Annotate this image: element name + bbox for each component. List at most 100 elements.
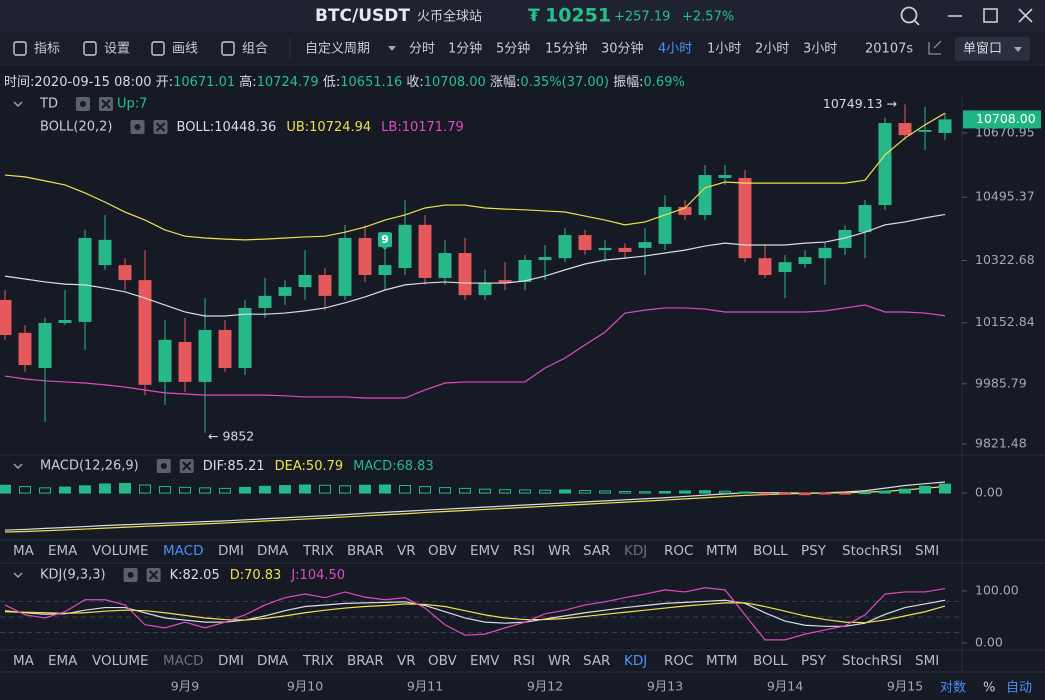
tool-icon xyxy=(83,41,97,56)
indicator-settings[interactable] xyxy=(130,120,145,134)
indicator-tab[interactable]: WR xyxy=(548,653,571,669)
countdown: 20107s xyxy=(865,42,913,57)
x-tick-label: 9月15 xyxy=(887,679,923,694)
x-tick-label: 9月9 xyxy=(171,679,199,694)
indicator-close[interactable] xyxy=(146,568,161,582)
y-tick-label: 9821.48 xyxy=(975,435,1027,450)
indicator-tab[interactable]: RSI xyxy=(513,543,535,559)
period-option[interactable]: 5分钟 xyxy=(496,41,530,57)
period-option[interactable]: 30分钟 xyxy=(601,41,644,57)
period-option[interactable]: 1小时 xyxy=(707,42,741,57)
indicator-tab[interactable]: MA xyxy=(13,543,35,559)
indicator-tab[interactable]: StochRSI xyxy=(842,653,902,669)
info-value: 10651.16 xyxy=(340,75,402,90)
indicator-tab[interactable]: BRAR xyxy=(347,653,384,669)
indicator-tab[interactable]: SAR xyxy=(583,543,610,559)
indicator-tab[interactable]: TRIX xyxy=(302,543,334,559)
period-option[interactable]: 1分钟 xyxy=(448,41,482,57)
toolbar xyxy=(0,32,1045,65)
indicator-tab[interactable]: EMV xyxy=(470,653,500,669)
custom-period[interactable]: 自定义周期 xyxy=(305,42,370,57)
x-tick-label: 9月10 xyxy=(287,679,323,694)
indicator-tab[interactable]: MACD xyxy=(163,543,203,559)
indicator-tab[interactable]: ROC xyxy=(664,543,693,559)
info-value: 2020-09-15 08:00 xyxy=(34,75,151,90)
axis-mode[interactable]: 自动 xyxy=(1006,681,1032,696)
indicator-tab[interactable]: OBV xyxy=(428,543,457,559)
indicator-tab[interactable]: BOLL xyxy=(753,653,788,669)
axis-mode[interactable]: 对数 xyxy=(940,681,966,696)
indicator-tab[interactable]: RSI xyxy=(513,653,535,669)
info-label: 高: xyxy=(239,74,256,90)
maximize-button[interactable] xyxy=(983,8,998,23)
tool-button[interactable]: 组合 xyxy=(221,41,268,57)
candle-body xyxy=(38,322,52,369)
indicator-tab[interactable]: MACD xyxy=(163,653,203,669)
indicator-tab[interactable]: DMA xyxy=(257,543,289,559)
macd-bar xyxy=(839,492,851,495)
indicator-tab[interactable]: TRIX xyxy=(302,653,334,669)
period-option[interactable]: 4小时 xyxy=(658,42,692,57)
candle-body xyxy=(658,206,672,244)
td-marker xyxy=(378,232,392,248)
candle-body xyxy=(758,258,772,275)
indicator-tab[interactable]: BRAR xyxy=(347,543,384,559)
tool-button[interactable]: 画线 xyxy=(151,41,198,57)
close-button[interactable] xyxy=(1018,8,1033,23)
legend-entry: K:82.05 xyxy=(170,568,220,583)
search-button[interactable] xyxy=(900,6,920,26)
indicator-settings[interactable] xyxy=(123,568,138,582)
indicator-tab[interactable]: SMI xyxy=(915,543,939,559)
indicator-tab[interactable]: EMA xyxy=(48,543,78,559)
indicator-tab[interactable]: KDJ xyxy=(624,653,647,669)
indicator-tab[interactable]: MTM xyxy=(706,543,738,559)
indicator-settings[interactable] xyxy=(156,459,171,473)
indicator-tab[interactable]: VOLUME xyxy=(92,653,149,669)
indicator-tab[interactable]: WR xyxy=(548,543,571,559)
indicator-tab[interactable]: MA xyxy=(13,653,35,669)
tool-button[interactable]: 指标 xyxy=(13,41,60,57)
indicator-tab[interactable]: PSY xyxy=(801,653,827,669)
macd-bar xyxy=(159,486,171,494)
window-mode-select[interactable] xyxy=(955,37,1030,61)
indicator-close[interactable] xyxy=(98,97,113,111)
indicator-tab[interactable]: BOLL xyxy=(753,543,788,559)
indicator-tab[interactable]: VR xyxy=(397,543,416,559)
tool-button[interactable]: 设置 xyxy=(83,41,130,57)
indicator-tab[interactable]: SAR xyxy=(583,653,610,669)
period-option[interactable]: 15分钟 xyxy=(545,41,588,57)
candle-body xyxy=(698,175,712,215)
indicator-close[interactable] xyxy=(179,459,194,473)
indicator-tab[interactable]: VOLUME xyxy=(92,543,149,559)
indicator-tab[interactable]: OBV xyxy=(428,653,457,669)
indicator-tab[interactable]: DMI xyxy=(218,543,244,559)
indicator-tab[interactable]: PSY xyxy=(801,543,827,559)
indicator-tab[interactable]: DMI xyxy=(218,653,244,669)
macd-bar xyxy=(99,483,111,494)
axis-mode[interactable]: % xyxy=(983,681,995,696)
macd-bar xyxy=(679,490,691,494)
indicator-tab[interactable]: KDJ xyxy=(624,543,647,559)
indicator-tab[interactable]: ROC xyxy=(664,653,693,669)
macd-bar xyxy=(239,486,251,494)
period-option[interactable]: 3小时 xyxy=(803,42,837,57)
period-option[interactable]: 2小时 xyxy=(755,42,789,57)
candle-body xyxy=(338,238,352,296)
indicator-tab[interactable]: StochRSI xyxy=(842,543,902,559)
indicator-tab[interactable]: DMA xyxy=(257,653,289,669)
macd-bar xyxy=(119,482,131,494)
indicator-close[interactable] xyxy=(153,120,168,134)
info-value: 10708.00 xyxy=(424,75,486,90)
fullscreen-button[interactable] xyxy=(928,40,942,55)
x-tick-label: 9月11 xyxy=(407,679,443,694)
indicator-tab[interactable]: VR xyxy=(397,653,416,669)
info-label: 开: xyxy=(156,75,173,90)
period-option[interactable]: 分时 xyxy=(409,42,435,57)
indicator-tab[interactable]: EMV xyxy=(470,543,500,559)
indicator-tab[interactable]: MTM xyxy=(706,653,738,669)
indicator-settings[interactable] xyxy=(75,97,90,111)
last-price-tag xyxy=(963,110,1041,129)
indicator-tab[interactable]: EMA xyxy=(48,653,78,669)
indicator-tab[interactable]: SMI xyxy=(915,653,939,669)
